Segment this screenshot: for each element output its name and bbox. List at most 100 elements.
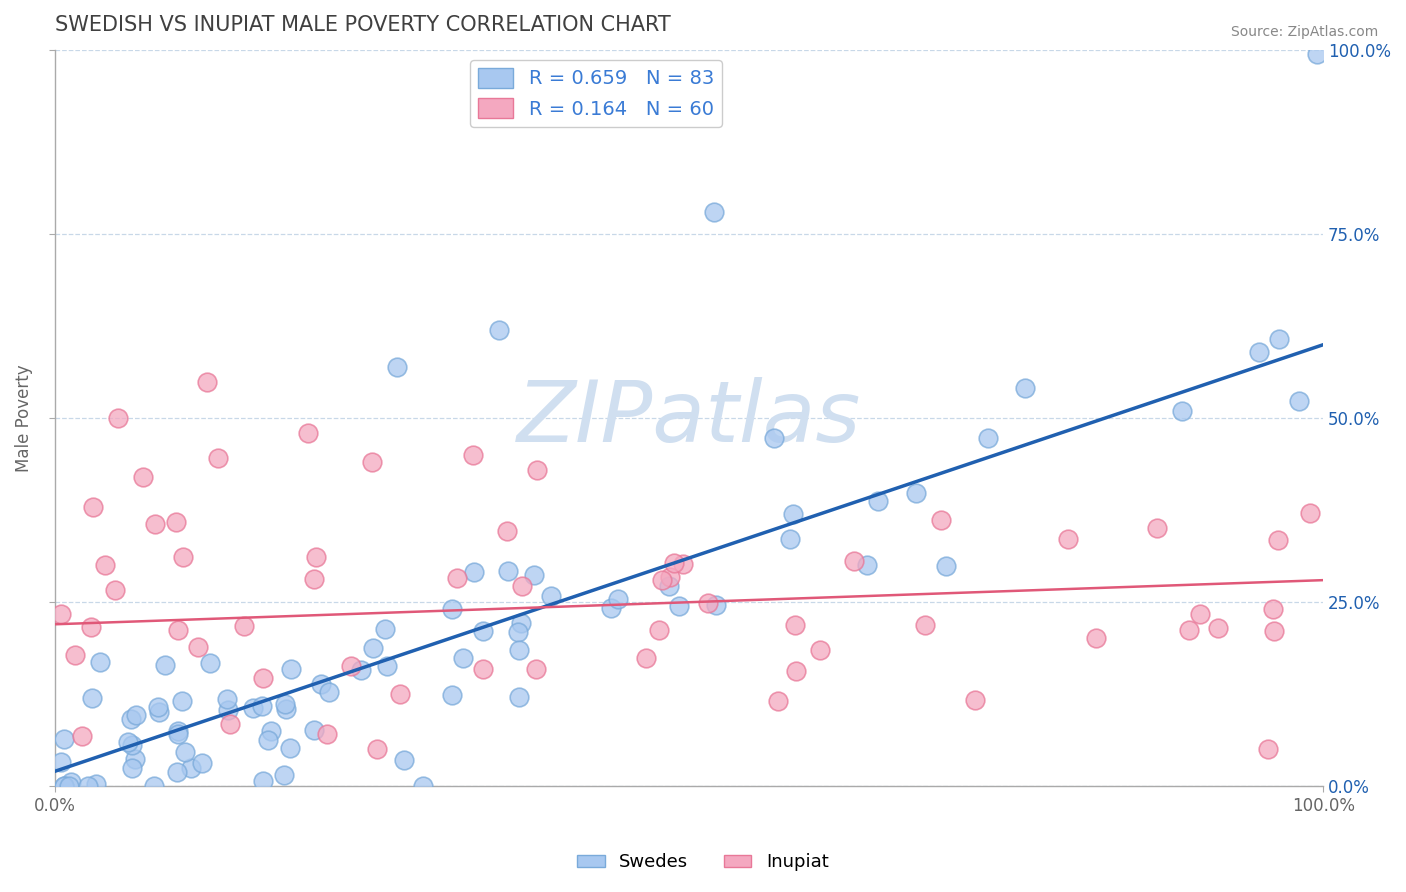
Point (89, 656, 111, 670)
Point (167, 623, 190, 637)
Point (866, 493, 889, 508)
Point (361, 641, 384, 656)
Point (704, 598, 727, 612)
Point (668, 599, 690, 614)
Point (607, 591, 630, 606)
Point (440, 602, 463, 616)
Point (167, 724, 190, 739)
Point (280, 662, 302, 676)
Point (166, 764, 188, 779)
Point (260, 724, 283, 739)
Point (297, 425, 319, 440)
Point (198, 657, 221, 671)
Point (93, 558, 115, 572)
Point (1267, 533, 1289, 547)
Point (207, 451, 229, 466)
Point (1257, 742, 1279, 756)
Point (651, 573, 673, 587)
Point (1206, 621, 1229, 635)
Point (963, 693, 986, 707)
Point (309, 677, 332, 691)
Point (1177, 623, 1199, 637)
Point (165, 515, 187, 529)
Point (785, 664, 807, 678)
Point (82, 500, 104, 514)
Point (508, 690, 530, 705)
Point (1188, 607, 1211, 621)
Point (905, 486, 928, 500)
Point (506, 625, 529, 640)
Point (412, 779, 434, 793)
Point (51, 755, 73, 769)
Point (180, 761, 202, 775)
Point (146, 700, 169, 714)
Point (242, 700, 264, 714)
Point (52, 779, 75, 793)
Point (1299, 507, 1322, 521)
Point (360, 455, 382, 469)
Point (385, 359, 408, 374)
Point (766, 694, 789, 708)
Point (1084, 632, 1107, 646)
Point (250, 698, 273, 713)
Point (273, 697, 295, 711)
Text: ZIPatlas: ZIPatlas (517, 376, 860, 459)
Point (274, 702, 297, 716)
Point (215, 692, 238, 706)
Point (59, 774, 82, 789)
Point (540, 589, 562, 603)
Point (782, 507, 804, 521)
Point (153, 658, 176, 673)
Point (121, 739, 143, 753)
Point (366, 742, 388, 756)
Point (496, 564, 519, 578)
Point (143, 779, 166, 793)
Point (914, 618, 936, 632)
Point (636, 651, 658, 665)
Y-axis label: Male Poverty: Male Poverty (15, 365, 32, 472)
Legend: Swedes, Inupiat: Swedes, Inupiat (571, 847, 835, 879)
Point (49, 607, 72, 621)
Point (446, 571, 468, 585)
Point (257, 733, 280, 747)
Point (170, 694, 193, 708)
Point (148, 705, 170, 719)
Point (273, 768, 295, 782)
Point (929, 513, 952, 527)
Text: Source: ZipAtlas.com: Source: ZipAtlas.com (1230, 25, 1378, 39)
Point (394, 753, 416, 767)
Point (172, 550, 194, 565)
Point (935, 559, 957, 574)
Point (167, 727, 190, 741)
Point (191, 756, 214, 771)
Point (79, 620, 101, 634)
Legend: R = 0.659   N = 83, R = 0.164   N = 60: R = 0.659 N = 83, R = 0.164 N = 60 (470, 60, 721, 127)
Point (252, 773, 274, 788)
Point (1306, 47, 1329, 62)
Point (252, 671, 274, 685)
Point (808, 643, 831, 657)
Point (671, 557, 693, 571)
Point (1268, 332, 1291, 346)
Point (219, 716, 242, 731)
Point (132, 470, 155, 484)
Point (977, 431, 1000, 445)
Point (77, 779, 100, 793)
Point (523, 568, 546, 582)
Point (599, 600, 621, 615)
Point (648, 624, 671, 638)
Point (472, 624, 495, 638)
Point (70, 729, 93, 743)
Point (84, 777, 107, 791)
Point (526, 463, 548, 477)
Point (1171, 404, 1194, 418)
Point (510, 579, 533, 593)
Point (463, 565, 485, 579)
Point (63, 648, 86, 662)
Point (496, 524, 519, 538)
Point (510, 615, 533, 630)
Point (783, 617, 806, 632)
Point (174, 745, 197, 759)
Point (187, 640, 209, 654)
Point (703, 205, 725, 219)
